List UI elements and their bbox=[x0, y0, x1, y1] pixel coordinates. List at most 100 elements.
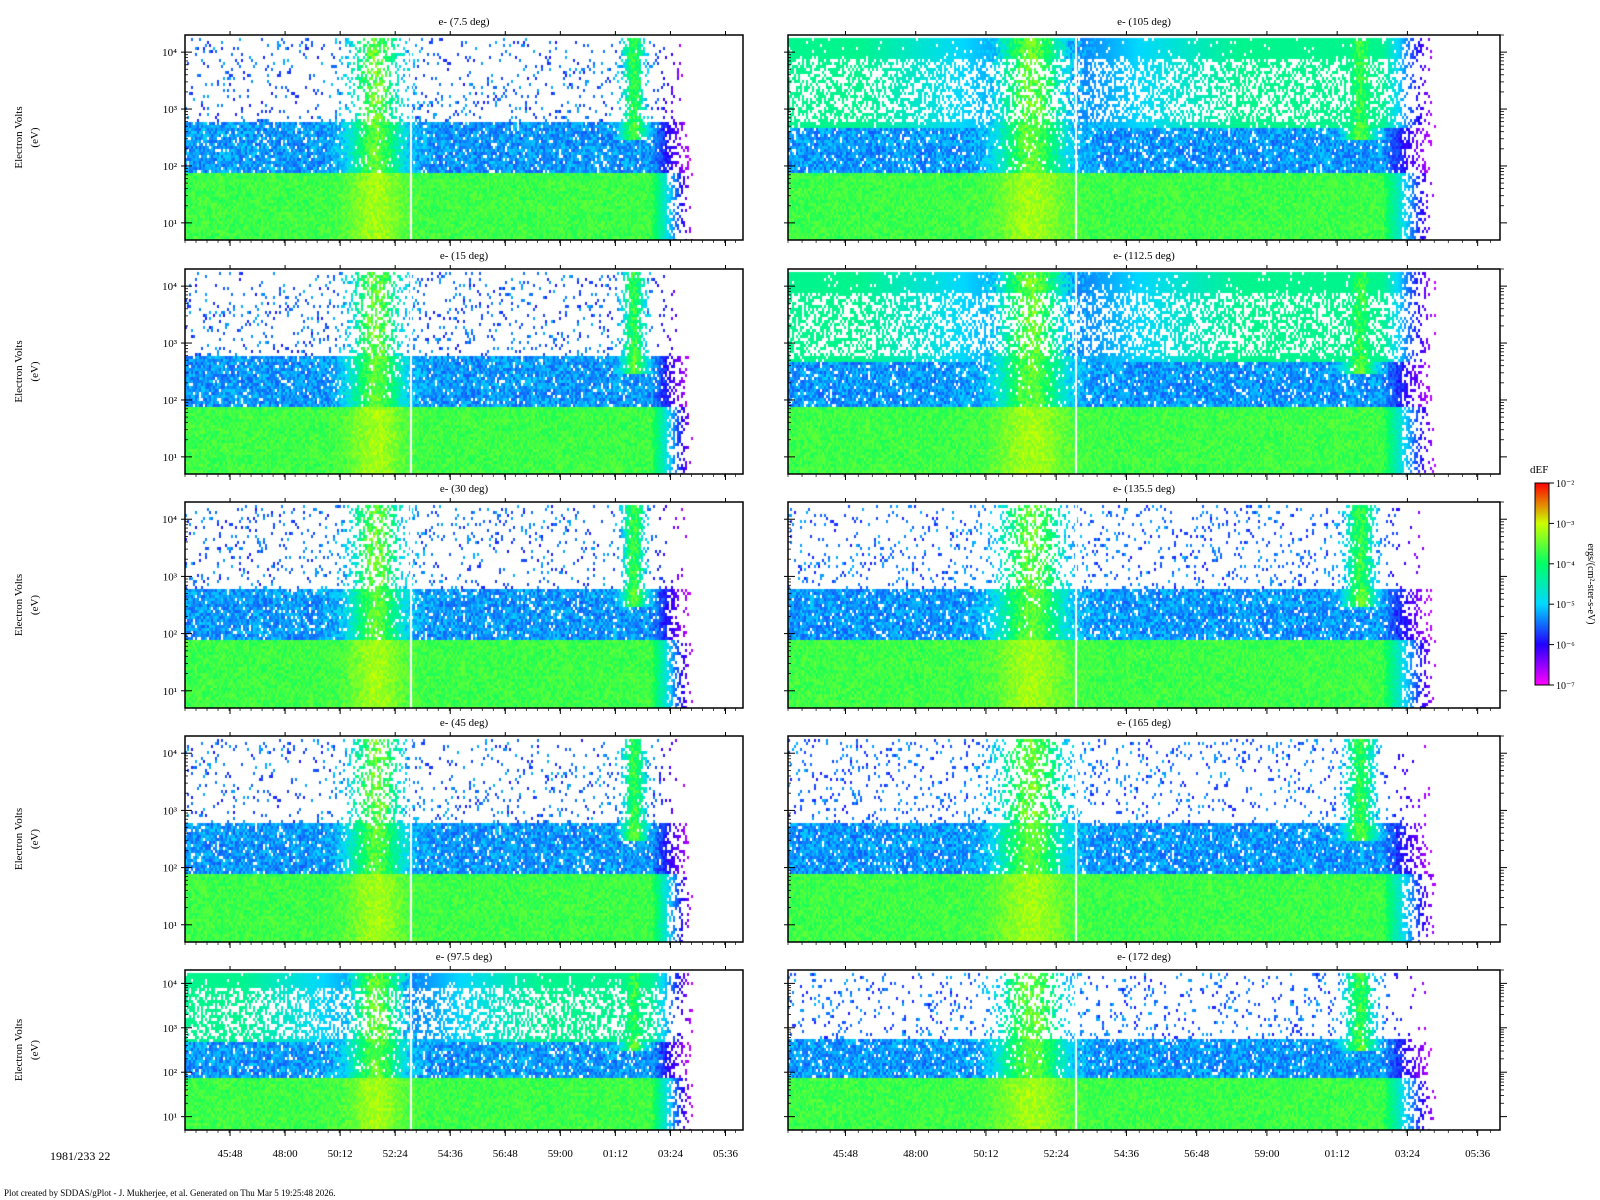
spectrogram-image bbox=[788, 35, 1500, 240]
panel-3: e- (15 deg) 10¹ 10² 10³ 10⁴ Electron Volts (eV… bbox=[13, 250, 744, 480]
y-axis-unit: (eV) bbox=[29, 1040, 41, 1060]
panel-2: e- (105 deg) bbox=[784, 16, 1507, 246]
panel-5: e- (30 deg) 10¹ 10² 10³ 10⁴ Electron Volts (eV… bbox=[13, 483, 744, 714]
panel-8: e- (165 deg) bbox=[784, 717, 1507, 948]
x-tick-label: 59:00 bbox=[1254, 1148, 1280, 1160]
panel-4: e- (112.5 deg) bbox=[784, 250, 1507, 480]
panels-group: e- (7.5 deg) 10¹ 10² 10³ 10⁴ Electron Volts (e… bbox=[13, 16, 1507, 1160]
colorbar-title: dEF bbox=[1530, 464, 1548, 476]
plot-frame bbox=[184, 735, 744, 943]
x-tick-label: 01:12 bbox=[1325, 1148, 1350, 1160]
colorbar: 10⁻² 10⁻³ 10⁻⁴ 10⁻⁵ 10⁻⁶ 10⁻⁷ dEF ergs/(cm²-ste… bbox=[1530, 464, 1596, 692]
panel-title: e- (97.5 deg) bbox=[436, 951, 493, 963]
x-tick-label: 48:00 bbox=[273, 1148, 299, 1160]
y-tick-label: 10⁴ bbox=[162, 514, 177, 526]
spectrogram-image bbox=[185, 970, 743, 1130]
plot-frame bbox=[184, 34, 744, 241]
panel-title: e- (165 deg) bbox=[1117, 717, 1171, 729]
plot-frame bbox=[787, 501, 1501, 709]
panel-1: e- (7.5 deg) 10¹ 10² 10³ 10⁴ Electron Volts (e… bbox=[13, 16, 744, 246]
spectrogram-image bbox=[185, 35, 743, 240]
plot-frame bbox=[184, 501, 744, 709]
x-tick-label: 59:00 bbox=[548, 1148, 574, 1160]
y-tick-label: 10¹ bbox=[163, 452, 177, 464]
x-tick-label: 05:36 bbox=[1465, 1148, 1491, 1160]
y-axis-label: Electron Volts bbox=[13, 340, 25, 402]
y-tick-label: 10¹ bbox=[163, 920, 177, 932]
colorbar-scale bbox=[1534, 482, 1550, 686]
y-axis-unit: (eV) bbox=[29, 361, 41, 381]
x-tick-label: 54:36 bbox=[1114, 1148, 1140, 1160]
y-tick-label: 10² bbox=[163, 161, 178, 173]
y-tick-label: 10³ bbox=[163, 805, 178, 817]
x-tick-label: 45:48 bbox=[833, 1148, 859, 1160]
plot-frame bbox=[787, 34, 1501, 241]
plot-frame bbox=[184, 969, 744, 1131]
panel-title: e- (135.5 deg) bbox=[1113, 483, 1175, 495]
panel-9: e- (97.5 deg) 10¹ 10² 10³ 10⁴ Electron Volts (… bbox=[13, 951, 744, 1160]
y-tick-label: 10³ bbox=[163, 1023, 178, 1035]
spectrogram-image bbox=[185, 269, 743, 474]
x-tick-label: 03:24 bbox=[1395, 1148, 1421, 1160]
spectrogram-image bbox=[788, 736, 1500, 942]
x-tick-label: 56:48 bbox=[493, 1148, 519, 1160]
y-axis-unit: (eV) bbox=[29, 127, 41, 147]
x-tick-label: 48:00 bbox=[903, 1148, 929, 1160]
colorbar-tick-label: 10⁻² bbox=[1556, 479, 1574, 490]
y-axis-unit: (eV) bbox=[29, 829, 41, 849]
spectrogram-image bbox=[185, 736, 743, 942]
spectrogram-image bbox=[788, 502, 1500, 708]
colorbar-tick-label: 10⁻⁴ bbox=[1556, 560, 1575, 571]
y-axis-label: Electron Volts bbox=[13, 1019, 25, 1081]
plot-frame bbox=[184, 268, 744, 475]
x-tick-label: 56:48 bbox=[1184, 1148, 1210, 1160]
plot-frame bbox=[787, 268, 1501, 475]
y-tick-label: 10¹ bbox=[163, 1112, 177, 1124]
panel-title: e- (15 deg) bbox=[440, 250, 489, 262]
y-axis-unit: (eV) bbox=[29, 595, 41, 615]
x-tick-label: 50:12 bbox=[973, 1148, 998, 1160]
x-tick-label: 50:12 bbox=[328, 1148, 353, 1160]
x-tick-label: 52:24 bbox=[1044, 1148, 1070, 1160]
colorbar-tick-label: 10⁻⁶ bbox=[1556, 641, 1575, 652]
panel-10: e- (172 deg) 45:48 48:00 50:12 52:24 54:36 56:… bbox=[784, 951, 1507, 1160]
y-tick-label: 10³ bbox=[163, 104, 178, 116]
colorbar-units: ergs/(cm²-ster-s-eV) bbox=[1585, 544, 1596, 625]
y-tick-label: 10² bbox=[163, 863, 178, 875]
panel-title: e- (172 deg) bbox=[1117, 951, 1171, 963]
y-tick-label: 10¹ bbox=[163, 218, 177, 230]
panel-title: e- (7.5 deg) bbox=[438, 16, 489, 28]
spectrogram-image bbox=[788, 970, 1500, 1130]
spectrogram-image bbox=[788, 269, 1500, 474]
panel-title: e- (112.5 deg) bbox=[1113, 250, 1175, 262]
y-tick-label: 10⁴ bbox=[162, 748, 177, 760]
x-tick-label: 52:24 bbox=[383, 1148, 409, 1160]
x-tick-label: 45:48 bbox=[218, 1148, 244, 1160]
y-tick-label: 10² bbox=[163, 629, 178, 641]
y-tick-label: 10⁴ bbox=[162, 978, 177, 990]
plot-frame bbox=[787, 735, 1501, 943]
x-tick-label: 54:36 bbox=[438, 1148, 464, 1160]
y-tick-label: 10³ bbox=[163, 338, 178, 350]
plot-frame bbox=[787, 969, 1501, 1131]
panel-title: e- (30 deg) bbox=[440, 483, 489, 495]
y-tick-label: 10⁴ bbox=[162, 281, 177, 293]
panel-title: e- (45 deg) bbox=[440, 717, 489, 729]
y-tick-label: 10⁴ bbox=[162, 47, 177, 59]
colorbar-tick-label: 10⁻⁷ bbox=[1556, 681, 1575, 692]
y-tick-label: 10³ bbox=[163, 571, 178, 583]
panel-6: e- (135.5 deg) bbox=[784, 483, 1507, 714]
y-axis-label: Electron Volts bbox=[13, 106, 25, 168]
colorbar-tick-label: 10⁻⁵ bbox=[1556, 600, 1575, 611]
colorbar-tick-label: 10⁻³ bbox=[1556, 519, 1574, 530]
footer-credit: Plot created by SDDAS/gPlot - J. Mukherj… bbox=[4, 1188, 336, 1198]
x-tick-label: 03:24 bbox=[658, 1148, 684, 1160]
spectrogram-image bbox=[185, 502, 743, 708]
y-tick-label: 10² bbox=[163, 395, 178, 407]
x-tick-label: 01:12 bbox=[603, 1148, 628, 1160]
y-axis-label: Electron Volts bbox=[13, 808, 25, 870]
x-tick-label: 05:36 bbox=[713, 1148, 739, 1160]
start-time-label: 1981/233 22 bbox=[50, 1149, 110, 1163]
y-tick-label: 10² bbox=[163, 1067, 178, 1079]
